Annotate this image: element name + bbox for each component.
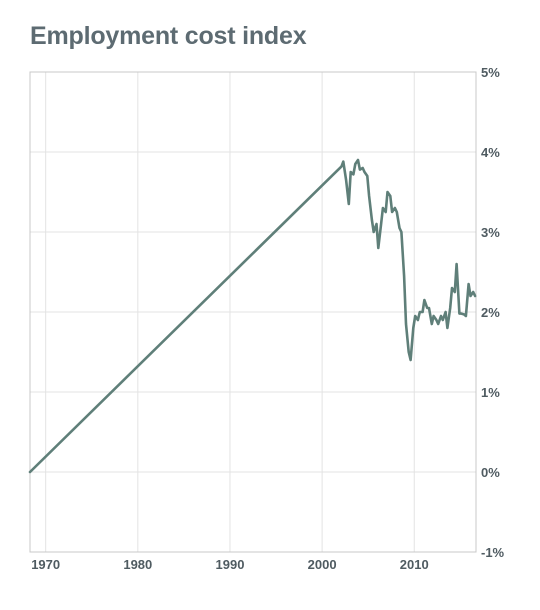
y-tick-label: 1% bbox=[481, 385, 500, 400]
x-tick-label: 2000 bbox=[308, 557, 337, 572]
y-tick-label: 4% bbox=[481, 145, 500, 160]
plot-frame bbox=[29, 71, 477, 553]
x-tick-label: 1990 bbox=[216, 557, 245, 572]
y-tick-label: 0% bbox=[481, 465, 500, 480]
y-tick-label: 2% bbox=[481, 305, 500, 320]
y-tick-label: 3% bbox=[481, 225, 500, 240]
y-tick-label: -1% bbox=[481, 545, 505, 560]
x-tick-label: 1970 bbox=[31, 557, 60, 572]
y-tick-label: 5% bbox=[481, 65, 500, 80]
x-tick-label: 2010 bbox=[400, 557, 429, 572]
grid-lines bbox=[30, 71, 476, 553]
series-layer bbox=[28, 158, 477, 474]
chart-title: Employment cost index bbox=[30, 22, 307, 50]
x-tick-label: 1980 bbox=[123, 557, 152, 572]
series-line bbox=[28, 158, 477, 474]
y-axis: 5% 4% 3% 2% 1% 0% -1% bbox=[481, 65, 505, 560]
x-axis: 1970 1980 1990 2000 2010 bbox=[31, 557, 429, 572]
